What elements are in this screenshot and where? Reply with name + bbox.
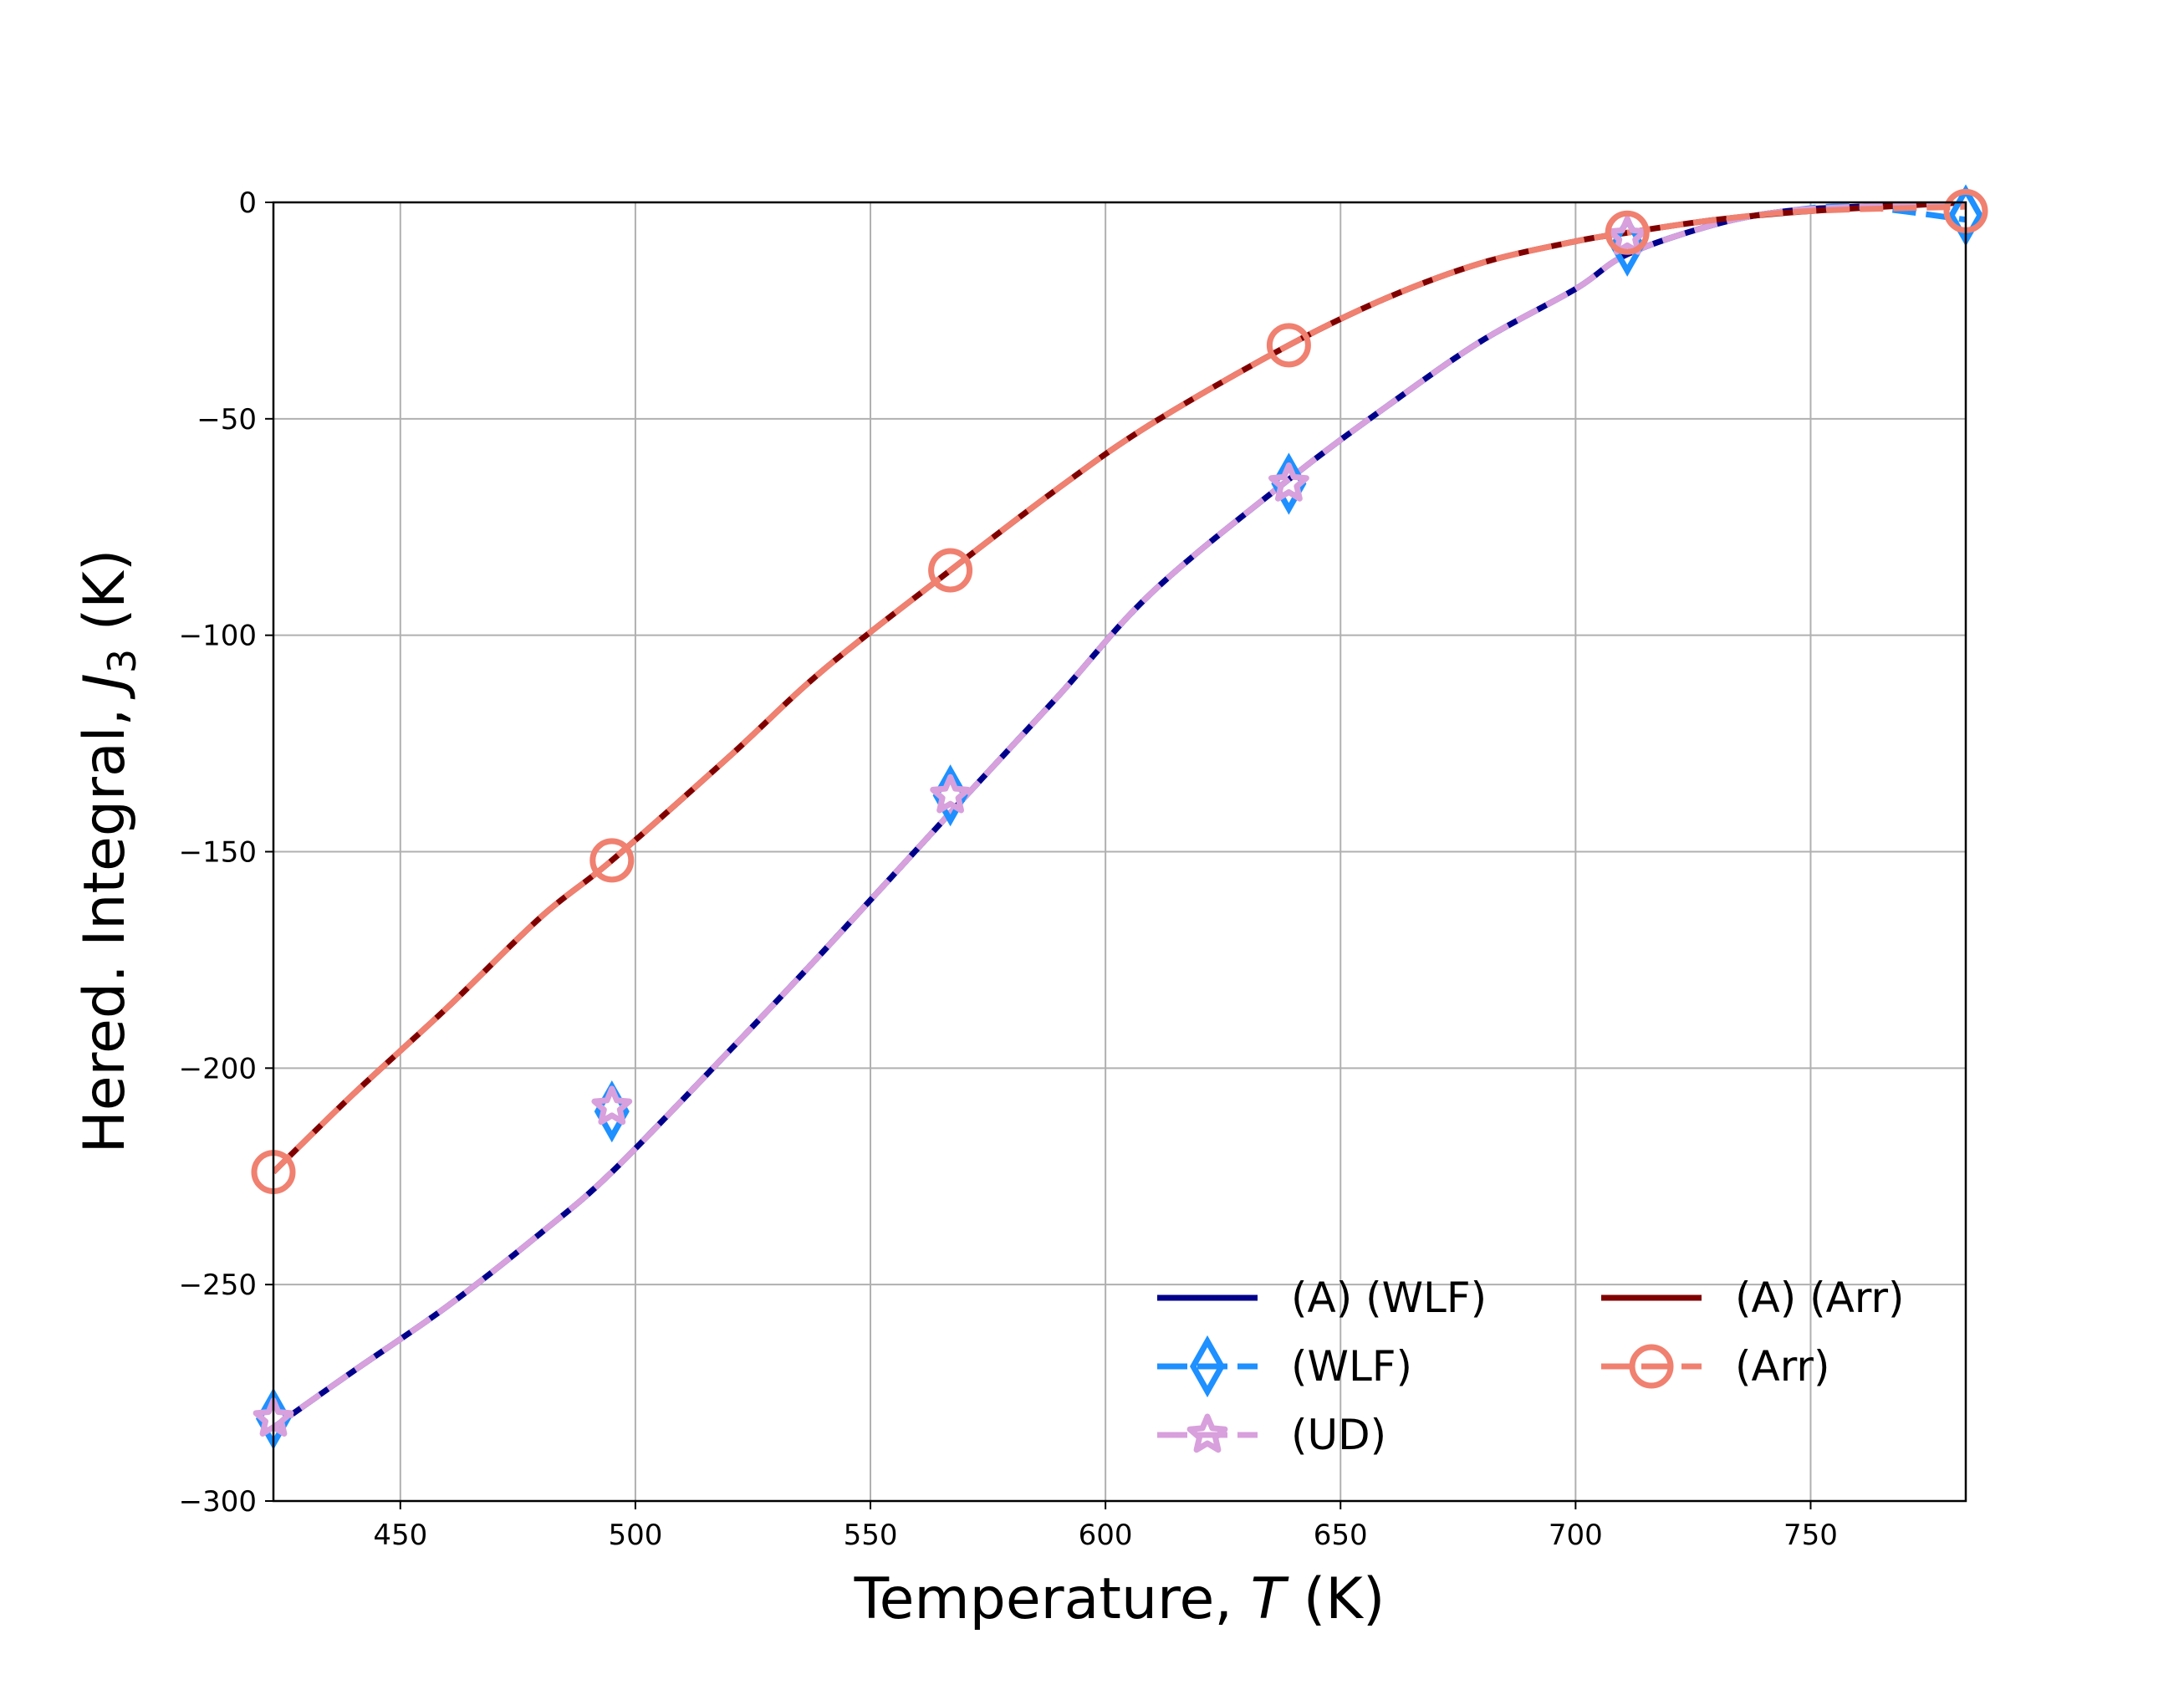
y-tick-label: −100: [179, 620, 257, 653]
legend-label: (A) (WLF): [1291, 1274, 1487, 1322]
y-tick-label: 0: [238, 186, 257, 220]
y-axis-title-unit: (K): [72, 549, 138, 649]
x-tick-label: 550: [844, 1519, 898, 1552]
y-axis-title: Hered. Integral, J3 (K): [72, 549, 145, 1154]
x-axis-title-var: T: [1251, 1566, 1289, 1632]
marker-arr: [1605, 210, 1650, 255]
y-tick-label: −50: [196, 403, 257, 437]
x-tick-label: 750: [1783, 1519, 1838, 1552]
legend-item-a-wlf: (A) (WLF): [1157, 1274, 1487, 1322]
marker-ud: [591, 1085, 633, 1126]
marker-arr: [1266, 323, 1311, 368]
legend-label: (A) (Arr): [1735, 1274, 1905, 1322]
x-tick-label: 600: [1079, 1519, 1133, 1552]
legend-item-ud: (UD): [1157, 1411, 1386, 1459]
legend-swatch-marker: [1186, 1413, 1228, 1453]
legend-label: (Arr): [1735, 1342, 1829, 1391]
y-tick-label: −150: [179, 836, 257, 870]
legend-label: (UD): [1291, 1411, 1386, 1459]
legend-item-a-arr: (A) (Arr): [1601, 1274, 1905, 1322]
x-axis-title: Temperature, T (K): [854, 1566, 1385, 1632]
legend-label: (WLF): [1291, 1342, 1412, 1391]
y-tick-label: −300: [179, 1485, 257, 1519]
legend: (A) (WLF) (WLF) (UD) (A) (Arr) (Arr): [1157, 1274, 1905, 1459]
x-tick-label: 700: [1549, 1519, 1603, 1552]
y-tick-label: −200: [179, 1052, 257, 1085]
legend-item-wlf: (WLF): [1157, 1335, 1412, 1398]
legend-swatch-marker: [1629, 1344, 1674, 1389]
marker-ud: [1606, 215, 1648, 255]
x-tick-label: 450: [373, 1519, 427, 1552]
x-tick-label: 500: [608, 1519, 662, 1552]
legend-swatch-marker: [1189, 1335, 1226, 1398]
marker-arr: [928, 548, 973, 593]
axis-ticks: 450 500 550 600 650 700 750 0 −50 −100 −150 −200 −25…: [179, 186, 1838, 1552]
x-axis-title-text: Temperature,: [854, 1566, 1251, 1632]
x-tick-label: 650: [1314, 1519, 1368, 1552]
y-tick-label: −250: [179, 1269, 257, 1302]
marker-ud: [930, 774, 972, 814]
x-axis-title-unit: (K): [1285, 1566, 1385, 1632]
legend-item-arr: (Arr): [1601, 1342, 1829, 1391]
marker-ud: [1268, 462, 1309, 502]
series-line-ud: [273, 202, 1966, 1430]
y-axis-title-subscript: 3: [100, 649, 145, 673]
y-axis-title-text: Hered. Integral,: [72, 690, 138, 1153]
marker-arr: [589, 838, 635, 883]
